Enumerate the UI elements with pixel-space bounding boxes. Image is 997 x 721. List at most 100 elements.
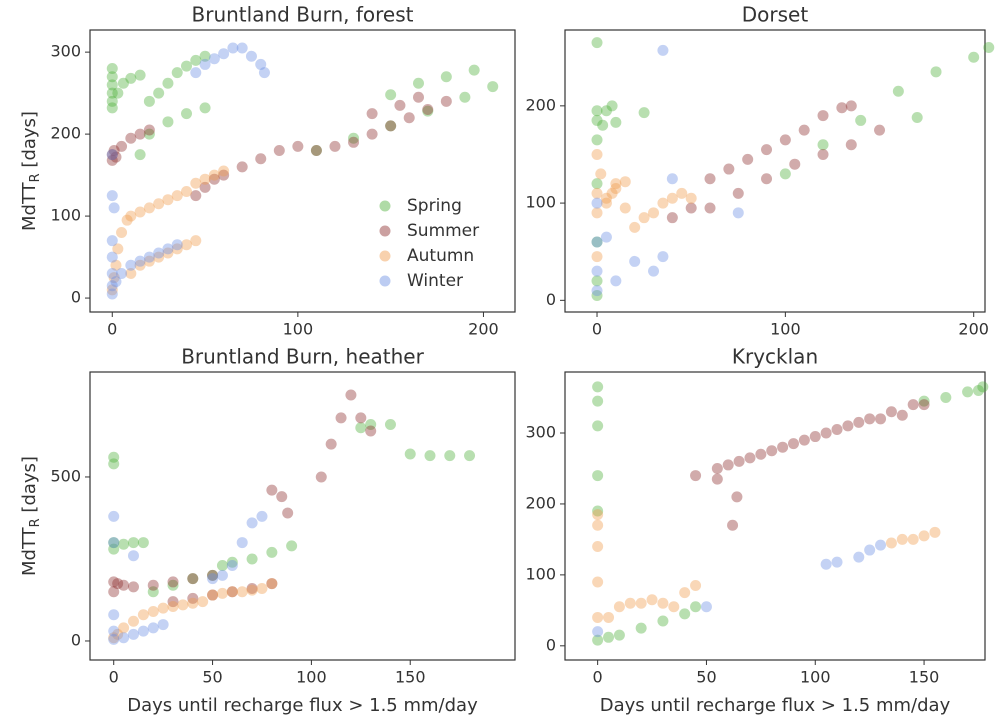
x-tick-label: 150: [909, 668, 940, 687]
point: [690, 470, 702, 482]
legend-label: Winter: [407, 271, 463, 291]
point: [255, 153, 267, 165]
point: [125, 259, 137, 271]
point: [106, 284, 118, 296]
point: [286, 540, 298, 552]
point: [110, 276, 122, 288]
point: [190, 190, 202, 202]
point: [853, 416, 865, 428]
point: [610, 183, 622, 195]
point: [227, 42, 239, 54]
point: [181, 239, 193, 251]
point: [657, 251, 669, 263]
point: [108, 145, 120, 157]
point: [592, 541, 604, 553]
point: [162, 194, 174, 206]
point: [137, 609, 149, 621]
point: [657, 615, 669, 627]
point: [108, 451, 120, 463]
x-axis-label: Days until recharge flux > 1.5 mm/day: [600, 695, 951, 716]
point: [181, 60, 193, 72]
point: [171, 190, 183, 202]
point: [422, 105, 434, 117]
point: [137, 537, 149, 549]
x-tick-label: 200: [958, 320, 989, 339]
point: [226, 586, 238, 598]
point: [137, 625, 149, 637]
point: [820, 558, 832, 570]
point: [106, 235, 118, 247]
point: [591, 289, 603, 301]
legend-swatch: [379, 225, 391, 237]
point: [723, 163, 735, 175]
point: [711, 462, 723, 474]
point: [106, 190, 118, 202]
point: [106, 102, 118, 114]
point: [779, 134, 791, 146]
point: [108, 609, 120, 621]
point: [733, 455, 745, 467]
point: [761, 144, 773, 156]
point: [918, 399, 930, 411]
point: [181, 185, 193, 197]
point: [591, 275, 603, 287]
point: [143, 128, 155, 140]
point: [365, 418, 377, 430]
panel: Dorset 0 100 200 0 100 200: [525, 3, 995, 339]
point: [592, 519, 604, 531]
point: [853, 551, 865, 563]
y-tick-label: 100: [50, 206, 81, 225]
point: [766, 445, 778, 457]
point: [624, 597, 636, 609]
point: [116, 267, 128, 279]
point: [722, 459, 734, 471]
point: [108, 537, 120, 549]
point: [606, 100, 618, 112]
point: [385, 120, 397, 132]
point: [106, 95, 118, 107]
point: [613, 601, 625, 613]
point: [404, 448, 416, 460]
point: [106, 63, 118, 75]
point: [727, 519, 739, 531]
point: [424, 450, 436, 462]
point: [668, 601, 680, 613]
point: [348, 136, 360, 148]
point: [648, 207, 660, 219]
point: [885, 537, 897, 549]
y-tick-label: 200: [50, 124, 81, 143]
point: [685, 202, 697, 214]
panel: Bruntland Burn, forest 0 100 200 0 100 200 300 M…: [19, 3, 516, 339]
point: [167, 576, 179, 588]
point: [335, 412, 347, 424]
point: [199, 50, 211, 62]
point: [789, 158, 801, 170]
point: [118, 632, 130, 644]
point: [187, 573, 199, 585]
point: [366, 128, 378, 140]
point: [845, 139, 857, 151]
legend-swatch: [379, 250, 391, 262]
point: [153, 198, 165, 210]
legend-label: Autumn: [407, 246, 474, 266]
point: [911, 112, 923, 124]
point: [592, 470, 604, 482]
point: [187, 573, 199, 585]
point: [112, 578, 124, 590]
point: [187, 597, 199, 609]
point: [255, 58, 267, 70]
point: [591, 265, 603, 277]
point: [798, 434, 810, 446]
point: [638, 212, 650, 224]
point: [940, 392, 952, 404]
point: [700, 601, 712, 613]
point: [384, 418, 396, 430]
y-tick-label: 100: [525, 193, 556, 212]
point: [817, 148, 829, 160]
point: [629, 255, 641, 267]
point: [106, 288, 118, 300]
point: [199, 102, 211, 114]
point: [610, 275, 622, 287]
point: [842, 420, 854, 432]
point: [127, 550, 139, 562]
